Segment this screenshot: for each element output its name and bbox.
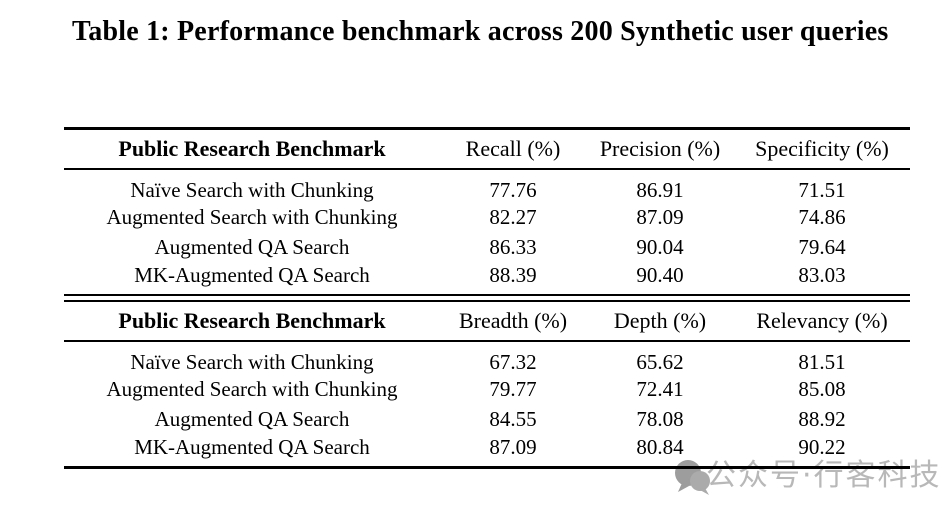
breadth-value-cell: 79.77 [489,377,537,401]
method-name-cell: Augmented Search with Chunking [106,205,398,229]
table-row: MK-Augmented QA Search 88.39 90.40 83.03 [64,263,910,295]
relevancy-value-cell: 81.51 [798,349,846,374]
method-name-cell: Naïve Search with Chunking [130,349,374,374]
col-header-relevancy: Relevancy (%) [734,300,910,342]
depth-value-cell: 65.62 [636,349,684,374]
specificity-value-cell: 83.03 [798,262,846,287]
method-name-cell: Augmented Search with Chunking [106,377,398,401]
method-name-cell: Augmented QA Search [154,407,350,431]
watermark-text: 公众号·行客科技 [706,458,942,493]
specificity-value-cell: 79.64 [798,235,846,259]
header-row: Public Research Benchmark Breadth (%) De… [64,300,910,342]
col-header-benchmark: Public Research Benchmark [64,300,440,342]
benchmark-table-quality: Public Research Benchmark Breadth (%) De… [64,299,910,469]
recall-value-cell: 86.33 [489,235,537,259]
table-row: MK-Augmented QA Search 87.09 80.84 90.22 [64,435,910,468]
specificity-value-cell: 71.51 [798,177,846,202]
precision-value-cell: 90.40 [636,262,684,287]
recall-value-cell: 88.39 [489,262,537,287]
col-header-benchmark: Public Research Benchmark [64,128,440,170]
precision-value-cell: 87.09 [636,205,684,229]
relevancy-value-cell: 90.22 [798,434,846,459]
precision-value-cell: 90.04 [636,235,684,259]
relevancy-value-cell: 85.08 [798,377,846,401]
precision-value-cell: 86.91 [636,177,684,202]
col-header-depth: Depth (%) [586,300,734,342]
recall-value-cell: 77.76 [489,177,537,202]
method-name-cell: MK-Augmented QA Search [134,434,370,459]
table-row: Augmented QA Search 86.33 90.04 79.64 [64,233,910,263]
breadth-value-cell: 67.32 [489,349,537,374]
table-row: Naïve Search with Chunking 77.76 86.91 7… [64,169,910,203]
method-name-cell: Naïve Search with Chunking [130,177,374,202]
method-name-cell: MK-Augmented QA Search [134,262,370,287]
table-caption: Table 1: Performance benchmark across 20… [72,16,889,47]
table-row: Augmented Search with Chunking 82.27 87.… [64,203,910,233]
recall-value-cell: 82.27 [489,205,537,229]
benchmark-tables: Public Research Benchmark Recall (%) Pre… [64,127,910,469]
depth-value-cell: 72.41 [636,377,684,401]
table-row: Naïve Search with Chunking 67.32 65.62 8… [64,341,910,375]
relevancy-value-cell: 88.92 [798,407,846,431]
depth-value-cell: 78.08 [636,407,684,431]
table-row: Augmented Search with Chunking 79.77 72.… [64,375,910,405]
col-header-breadth: Breadth (%) [440,300,586,342]
depth-value-cell: 80.84 [636,434,684,459]
breadth-value-cell: 87.09 [489,434,537,459]
header-row: Public Research Benchmark Recall (%) Pre… [64,128,910,170]
specificity-value-cell: 74.86 [798,205,846,229]
table-row: Augmented QA Search 84.55 78.08 88.92 [64,405,910,435]
method-name-cell: Augmented QA Search [154,235,350,259]
breadth-value-cell: 84.55 [489,407,537,431]
benchmark-table-retrieval: Public Research Benchmark Recall (%) Pre… [64,127,910,296]
col-header-recall: Recall (%) [440,128,586,170]
col-header-specificity: Specificity (%) [734,128,910,170]
col-header-precision: Precision (%) [586,128,734,170]
